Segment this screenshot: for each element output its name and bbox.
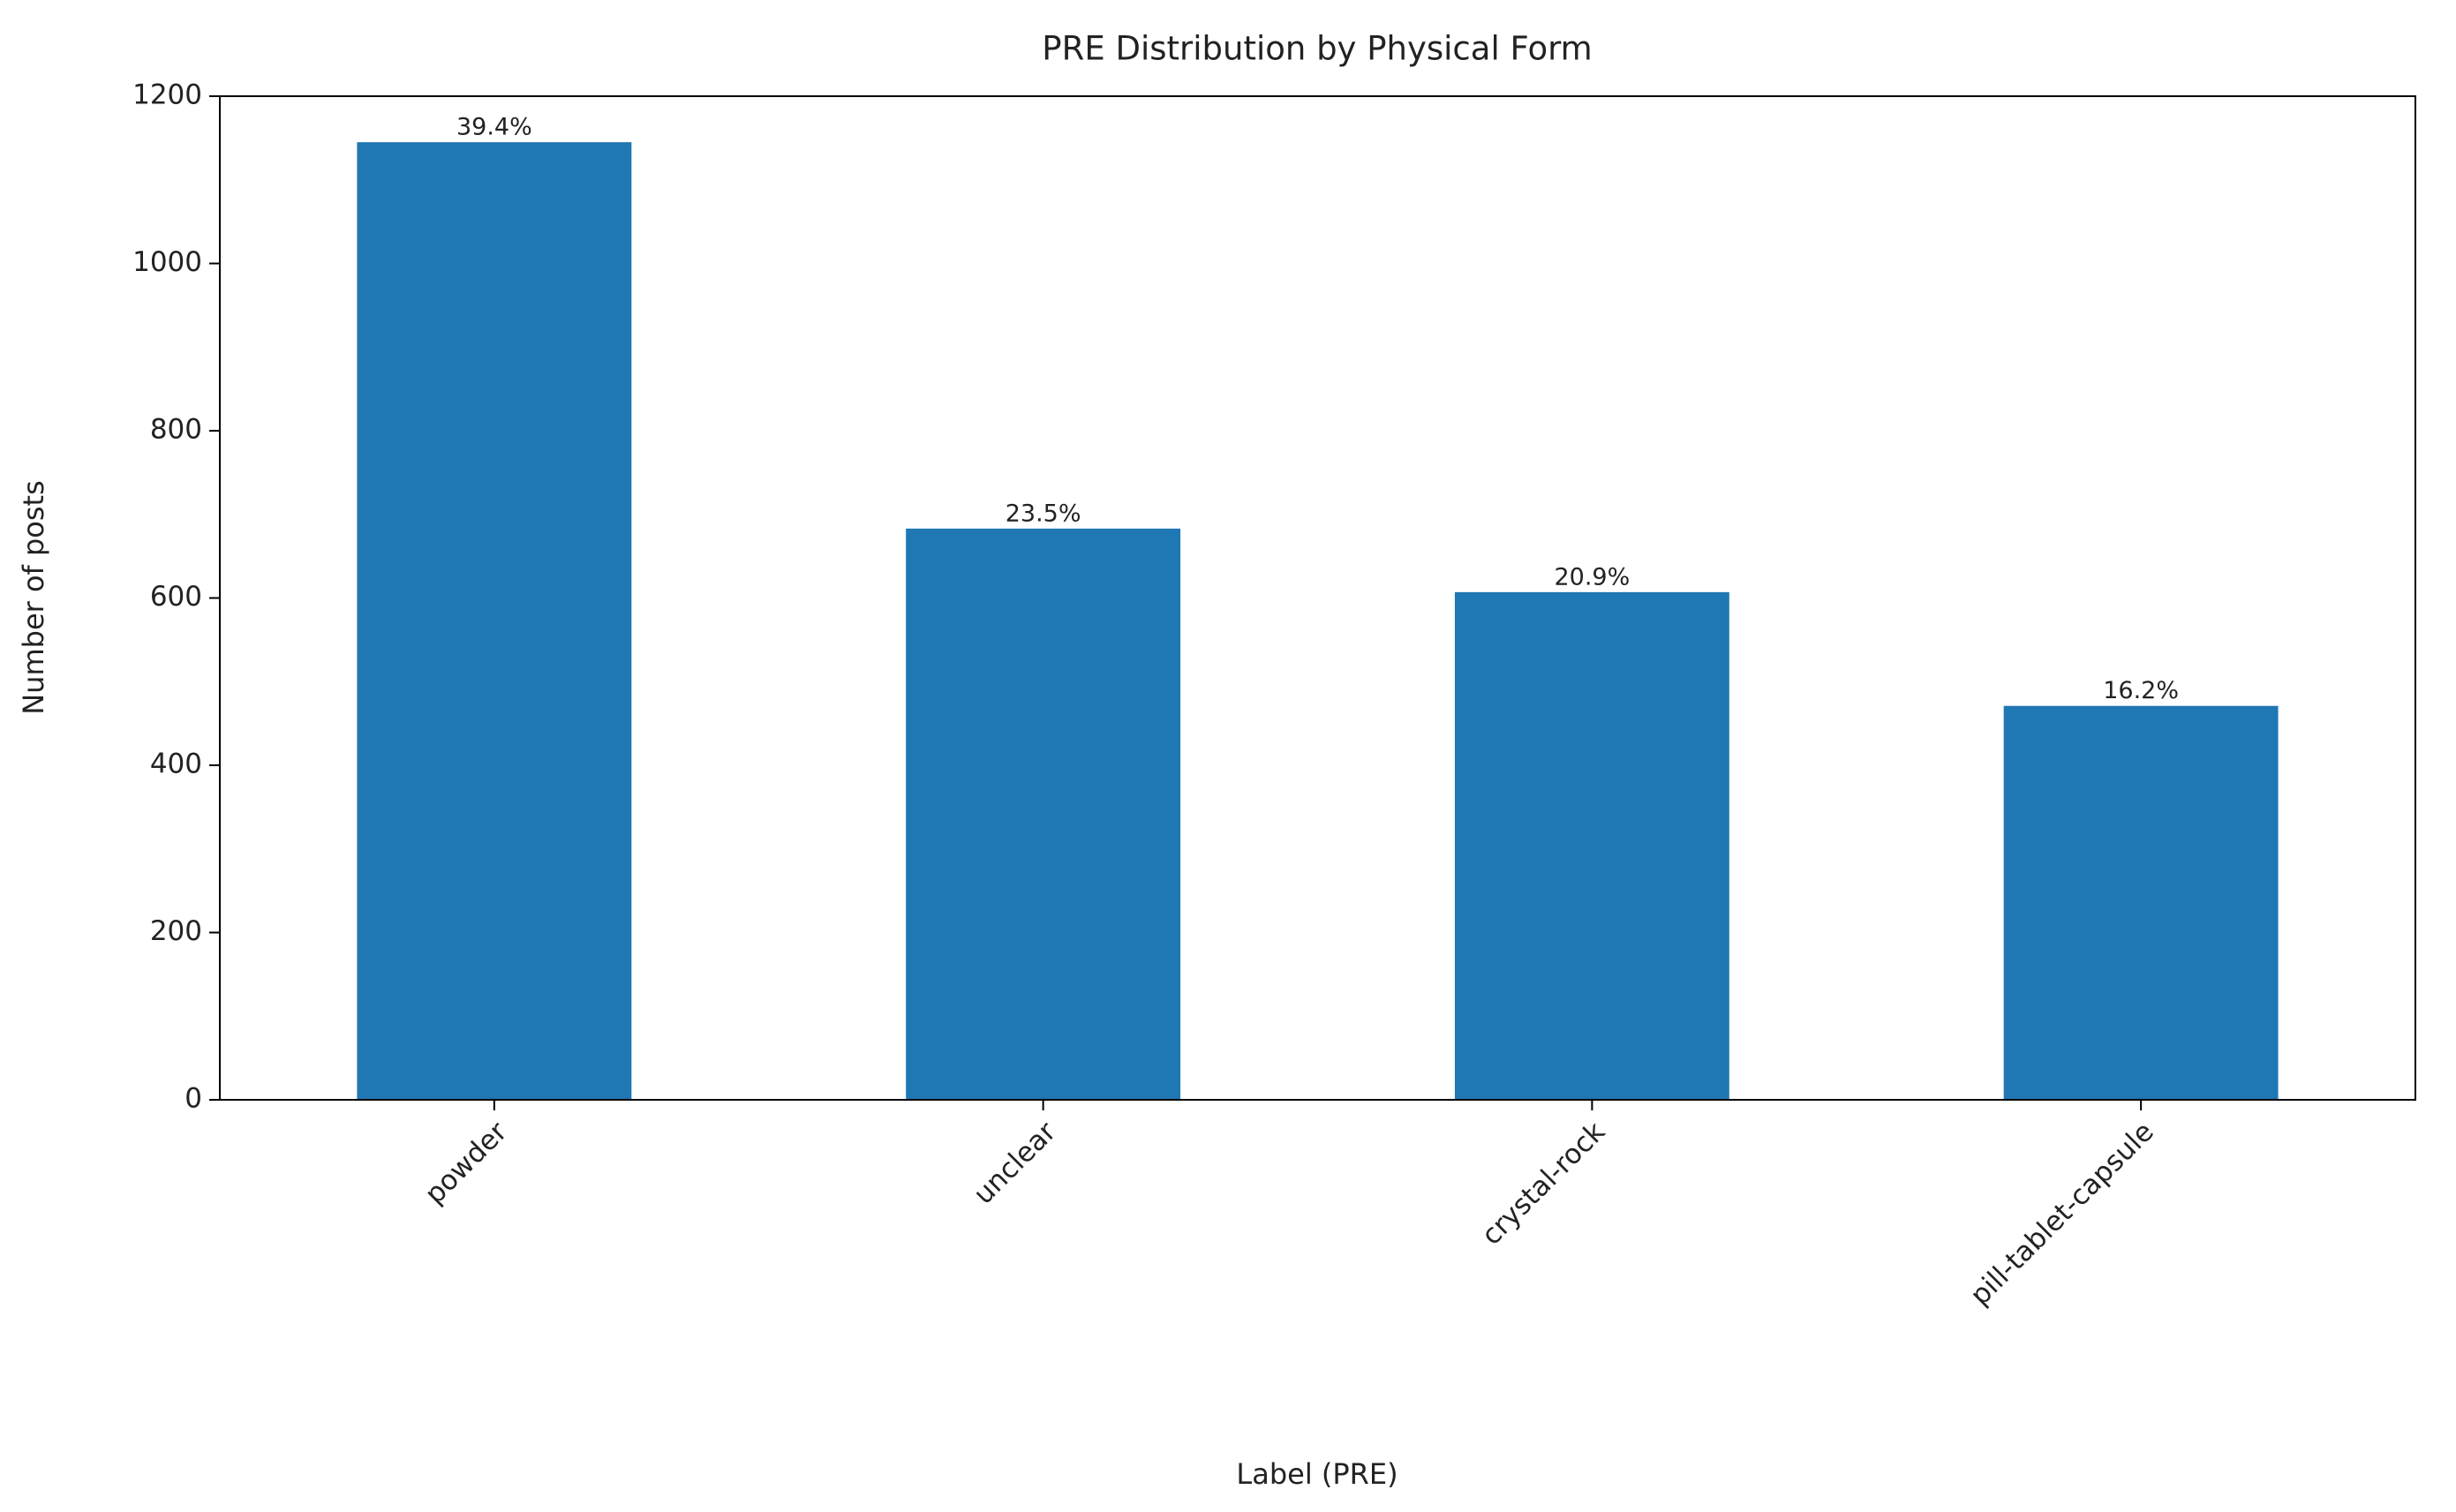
plot-frame	[219, 95, 2416, 1101]
x-tick-label: crystal-rock	[1475, 1116, 1611, 1252]
y-tick-label: 400	[150, 748, 202, 780]
bar	[2003, 705, 2279, 1100]
chart-title: PRE Distribution by Physical Form	[1042, 30, 1592, 68]
bar	[906, 528, 1181, 1100]
bar	[357, 142, 632, 1100]
y-axis-label: Number of posts	[17, 480, 50, 715]
y-tick-label: 1000	[132, 246, 202, 278]
bar	[1454, 591, 1729, 1100]
x-tick-label: powder	[418, 1116, 513, 1210]
x-axis-label: Label (PRE)	[1236, 1457, 1398, 1491]
value-label: 16.2%	[2103, 677, 2179, 704]
y-tick-label: 0	[185, 1083, 202, 1115]
y-tick-label: 1200	[132, 79, 202, 111]
y-tick-label: 600	[150, 581, 202, 613]
value-label: 39.4%	[456, 114, 532, 141]
y-tick-label: 200	[150, 915, 202, 947]
x-tick-label: pill-tablet-capsule	[1964, 1116, 2160, 1312]
value-label: 20.9%	[1554, 563, 1630, 591]
value-label: 23.5%	[1006, 500, 1081, 527]
x-tick-label: unclear	[968, 1116, 1062, 1210]
y-tick-label: 800	[150, 414, 202, 446]
